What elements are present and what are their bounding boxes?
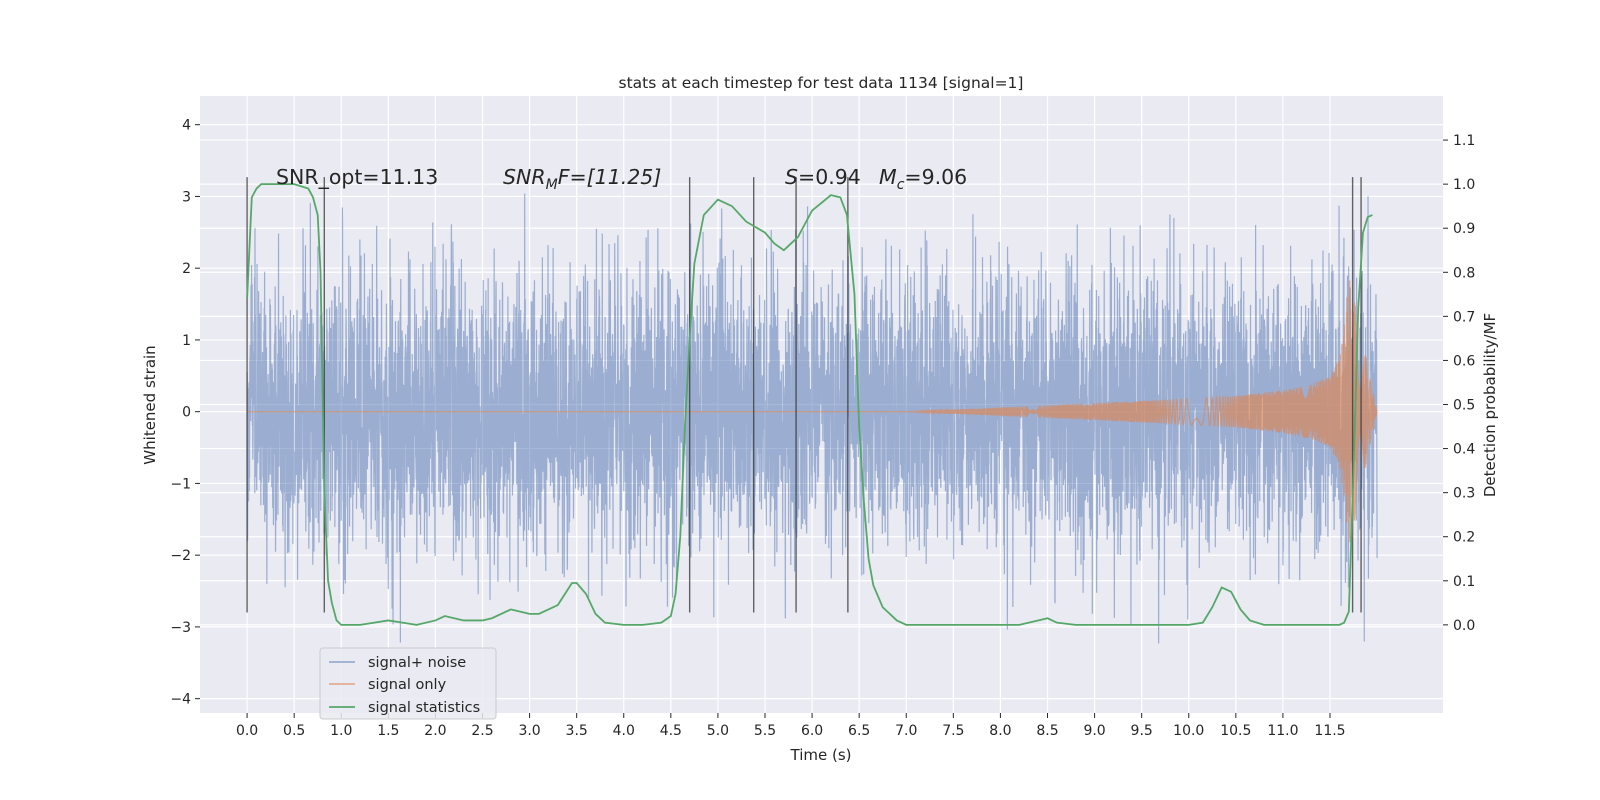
annotation-snr-mf: SNRMF=[11.25]: [503, 165, 661, 193]
x-tick-label: 8.0: [989, 723, 1011, 739]
y2-tick-label: 1.1: [1453, 133, 1475, 149]
x-tick-label: 6.5: [848, 723, 870, 739]
y2-tick-label: 0.6: [1453, 353, 1475, 369]
series-signal-statistics: [246, 183, 1373, 626]
x-tick-label: 11.0: [1267, 723, 1298, 739]
y2-tick-label: 0.1: [1453, 574, 1475, 590]
x-tick-label: 1.0: [330, 723, 352, 739]
y-tick-label: 3: [182, 189, 191, 205]
plot-area: [246, 177, 1378, 644]
x-tick-label: 3.0: [518, 723, 540, 739]
legend: signal+ noise signal only signal statist…: [319, 647, 497, 720]
chart-title: stats at each timestep for test data 113…: [619, 74, 1024, 92]
y-axis-ticks: −4 −3 −2 −1 0 1 2 3 4: [170, 118, 200, 708]
x-tick-label: 10.0: [1173, 723, 1204, 739]
x-axis-ticks: 0.0 0.5 1.0 1.5 2.0 2.5 3.0 3.5 4.0 4.5 5.0 5.5 6.0 6…: [236, 713, 1346, 739]
y-tick-label: −1: [170, 476, 191, 492]
x-tick-label: 1.5: [377, 723, 399, 739]
y-tick-label: 1: [182, 333, 191, 349]
y2-tick-label: 0.7: [1453, 309, 1475, 325]
x-tick-label: 2.5: [471, 723, 493, 739]
y-tick-label: −4: [170, 692, 191, 708]
y2-tick-label: 1.0: [1453, 177, 1475, 193]
y2-tick-label: 0.0: [1453, 618, 1475, 634]
annotation-mc: Mc=9.06: [879, 165, 967, 193]
x-tick-label: 10.5: [1220, 723, 1251, 739]
y-tick-label: −3: [170, 620, 191, 636]
x-tick-label: 6.0: [801, 723, 823, 739]
y2-tick-label: 0.4: [1453, 442, 1475, 458]
y-tick-label: 0: [182, 405, 191, 421]
x-tick-label: 11.5: [1314, 723, 1345, 739]
x-tick-label: 3.5: [566, 723, 588, 739]
x-tick-label: 9.0: [1083, 723, 1105, 739]
y-tick-label: 4: [182, 118, 191, 134]
x-tick-label: 7.5: [942, 723, 964, 739]
y2-tick-label: 0.9: [1453, 221, 1475, 237]
legend-label-signal-only: signal only: [368, 677, 447, 693]
y2-axis-label: Detection probability/MF: [1481, 313, 1499, 497]
legend-box: [319, 647, 497, 720]
y2-tick-label: 0.5: [1453, 398, 1475, 414]
x-tick-label: 4.0: [613, 723, 635, 739]
x-tick-label: 7.0: [895, 723, 917, 739]
annotation-snr-opt: SNR_opt=11.13: [276, 165, 438, 190]
x-tick-label: 5.5: [754, 723, 776, 739]
x-tick-label: 9.5: [1131, 723, 1153, 739]
y-tick-label: 2: [182, 261, 191, 277]
series-signal-only: [247, 280, 1378, 543]
y-axis-label: Whitened strain: [141, 345, 159, 464]
y2-tick-label: 0.2: [1453, 530, 1475, 546]
x-tick-label: 2.0: [424, 723, 446, 739]
y-tick-label: −2: [170, 548, 191, 564]
series-signal-noise: [246, 193, 1378, 644]
x-tick-label: 0.0: [236, 723, 258, 739]
x-tick-label: 5.0: [707, 723, 729, 739]
x-tick-label: 4.5: [660, 723, 682, 739]
legend-label-signal-statistics: signal statistics: [368, 700, 480, 716]
y2-axis-ticks: 0.0 0.1 0.2 0.3 0.4 0.5 0.6 0.7 0.8 0.9 1.0 1.1: [1443, 133, 1475, 634]
y2-tick-label: 0.8: [1453, 265, 1475, 281]
x-tick-label: 8.5: [1036, 723, 1058, 739]
x-tick-label: 0.5: [283, 723, 305, 739]
annotation-s: S=0.94: [785, 165, 861, 189]
vertical-markers: [246, 177, 1362, 613]
legend-label-signal-noise: signal+ noise: [368, 655, 466, 671]
y2-tick-label: 0.3: [1453, 486, 1475, 502]
x-axis-label: Time (s): [790, 746, 852, 764]
